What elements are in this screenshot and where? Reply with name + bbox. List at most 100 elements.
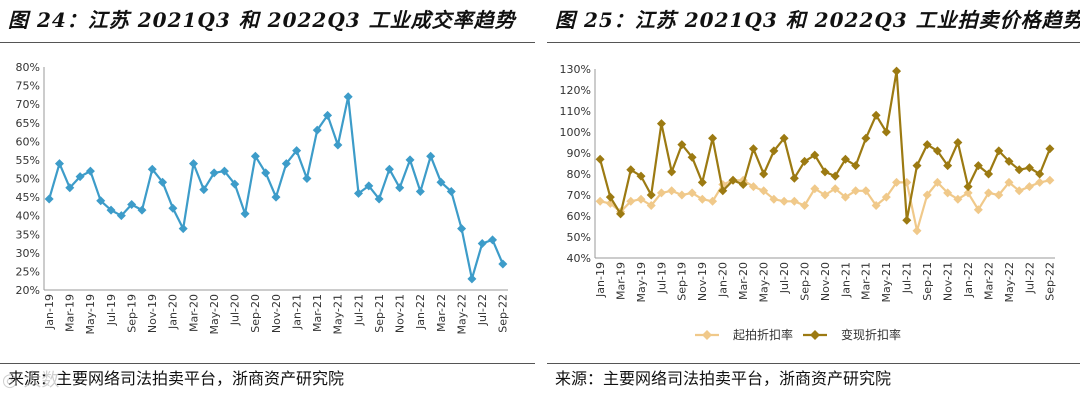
- data-point: [488, 235, 498, 245]
- data-point: [240, 209, 250, 219]
- legend-label: 变现折扣率: [841, 327, 901, 342]
- data-point: [697, 194, 707, 204]
- data-point: [881, 127, 891, 137]
- data-point: [800, 156, 810, 166]
- y-tick-label: 100%: [560, 126, 591, 139]
- legend-swatch-marker: [702, 330, 712, 340]
- data-point: [953, 194, 963, 204]
- data-point: [595, 196, 605, 206]
- y-tick-label: 25%: [16, 265, 40, 278]
- data-point: [748, 182, 758, 192]
- data-point: [312, 125, 322, 135]
- x-tick-label: Mar-19: [614, 262, 627, 300]
- x-tick-label: Mar-21: [860, 262, 873, 300]
- source-divider: [0, 363, 535, 364]
- data-point: [687, 152, 697, 162]
- data-point: [75, 172, 85, 182]
- data-point: [168, 203, 178, 213]
- y-tick-label: 60%: [16, 135, 40, 148]
- y-tick-label: 65%: [16, 117, 40, 130]
- x-tick-label: Sep-20: [798, 262, 811, 301]
- data-point: [477, 239, 487, 249]
- data-point: [467, 274, 477, 284]
- data-point: [261, 168, 271, 178]
- data-point: [963, 188, 973, 198]
- y-tick-label: 75%: [16, 80, 40, 93]
- data-point: [820, 167, 830, 177]
- data-point: [892, 66, 902, 76]
- x-tick-label: Mar-22: [435, 294, 448, 332]
- data-point: [769, 146, 779, 156]
- x-tick-label: Sep-22: [1044, 262, 1057, 301]
- data-point: [922, 140, 932, 150]
- x-tick-label: Mar-20: [737, 262, 750, 300]
- x-tick-label: Jul-20: [778, 262, 791, 294]
- x-tick-label: Jan-22: [414, 294, 427, 330]
- data-point: [302, 174, 312, 183]
- data-point: [800, 201, 810, 210]
- data-point: [1014, 165, 1024, 175]
- x-tick-label: May-20: [208, 294, 221, 335]
- x-tick-label: May-19: [635, 262, 648, 303]
- x-tick-label: Jan-20: [167, 294, 180, 330]
- data-point: [271, 192, 281, 202]
- data-point: [953, 138, 963, 147]
- data-point: [189, 159, 199, 169]
- data-point: [830, 184, 840, 194]
- y-tick-label: 20%: [16, 284, 40, 297]
- x-tick-label: Jul-19: [655, 262, 668, 294]
- y-tick-label: 50%: [16, 173, 40, 186]
- data-point: [1024, 182, 1034, 192]
- source-note: 来源：主要网络司法拍卖平台，浙商资产研究院: [555, 369, 892, 388]
- x-tick-label: Nov-19: [146, 294, 159, 333]
- data-point: [697, 177, 707, 187]
- y-tick-label: 80%: [567, 168, 591, 181]
- data-point: [333, 140, 343, 150]
- x-tick-label: May-21: [880, 262, 893, 303]
- x-tick-label: May-19: [84, 294, 97, 335]
- data-point: [106, 205, 116, 215]
- title-divider: [547, 42, 1080, 43]
- data-point: [158, 177, 168, 187]
- x-tick-label: May-21: [332, 294, 345, 335]
- data-point: [656, 119, 666, 129]
- data-point: [178, 224, 188, 234]
- x-tick-label: Mar-19: [64, 294, 77, 332]
- data-point: [85, 166, 95, 176]
- line-chart-auction-price: 40% 50% 60% 70% 80% 90% 100% 110% 120% 130% Jan-19…: [560, 63, 1057, 342]
- data-point: [292, 146, 302, 156]
- data-point: [127, 200, 137, 210]
- data-point: [96, 196, 106, 206]
- data-point: [1004, 156, 1014, 166]
- data-point: [1045, 144, 1055, 154]
- x-tick-label: Jul-22: [476, 294, 489, 326]
- data-point: [881, 192, 891, 202]
- data-point: [810, 184, 820, 194]
- x-tick-label: Mar-22: [982, 262, 995, 300]
- data-point: [219, 166, 229, 176]
- data-point: [943, 161, 953, 171]
- source-note: 来源：主要网络司法拍卖平台，浙商资产研究院: [8, 369, 345, 388]
- data-point: [498, 259, 508, 269]
- data-point: [1035, 169, 1045, 179]
- x-tick-label: Jul-21: [901, 262, 914, 294]
- data-point: [646, 190, 656, 200]
- data-point: [44, 194, 54, 204]
- data-point: [436, 177, 446, 187]
- data-point: [626, 196, 636, 206]
- data-point: [1045, 175, 1055, 185]
- data-point: [116, 211, 126, 221]
- data-point: [687, 188, 697, 198]
- x-tick-label: Jan-19: [43, 294, 56, 330]
- x-tick-label: Jan-21: [290, 294, 303, 330]
- data-point: [973, 205, 983, 215]
- data-point: [779, 196, 789, 206]
- x-tick-label: Nov-21: [942, 262, 955, 301]
- data-point: [861, 186, 871, 196]
- data-point: [137, 205, 147, 215]
- data-point: [677, 140, 687, 150]
- data-point: [353, 188, 363, 198]
- data-point: [667, 167, 677, 177]
- data-point: [943, 188, 953, 198]
- y-tick-label: 30%: [16, 247, 40, 260]
